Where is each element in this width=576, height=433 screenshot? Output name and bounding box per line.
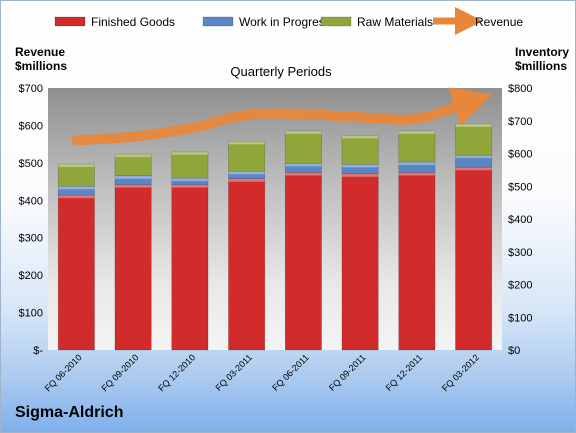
right-axis-ticks: $0 $100 $200 $300 $400 $500 $600 $700 $800 [508,83,532,357]
category-label: FQ 03-2011 [213,352,254,393]
bar-segment-raw-materials [228,141,266,172]
bar-segment-highlight [398,130,436,134]
bar-segment-finished-goods [398,172,436,351]
bar-segment-highlight [341,135,379,139]
bar-segment-highlight [58,163,95,167]
bar-segment-finished-goods [341,173,379,351]
bar-segment-finished-goods [228,178,266,351]
category-label: FQ 12-2011 [384,352,425,393]
right-tick-label: $700 [508,116,532,128]
legend-swatch-finished-goods [54,16,86,27]
bar-segment-highlight [228,141,265,145]
revenue-line-path [71,87,493,146]
bar-segment-raw-materials [341,135,379,165]
chart-subtitle: Quarterly Periods [230,64,332,79]
right-axis-title-line2: $millions [515,59,568,73]
right-axis-title: Inventory $millions [515,45,569,73]
legend-swatch-work-in-progress [202,16,234,27]
right-tick-label: $0 [508,345,520,357]
right-tick-label: $500 [508,181,532,193]
bar-segment-highlight [455,124,492,128]
bar-segment-finished-goods [455,166,493,351]
bar-segment-raw-materials [114,153,152,177]
bar-segment-highlight [341,173,379,177]
left-tick-label: $500 [19,158,43,170]
bar-segment-highlight [228,178,265,182]
bar-segment-highlight [398,162,436,166]
category-label: FQ 09-2010 [100,352,141,393]
bar-segment-highlight [285,172,322,176]
left-axis-title-line1: Revenue [15,45,66,59]
bar-segment-highlight [341,164,379,168]
bar-segment-raw-materials [284,130,322,164]
bar-segment-highlight [285,163,322,167]
legend-label: Revenue [475,15,523,29]
category-labels: FQ 06-2010 FQ 09-2010 FQ 12-2010 FQ 03-2011… [43,352,481,393]
bar-segment-raw-materials [171,151,209,179]
bar-segment-highlight [455,155,492,159]
bar-segment-finished-goods [284,172,322,351]
bar-segment-highlight [228,171,265,175]
revenue-line [71,87,493,146]
right-tick-label: $800 [508,83,532,95]
left-tick-label: $200 [19,270,43,282]
left-tick-label: $100 [19,308,43,320]
bar-segment-highlight [171,151,209,155]
brand-label: Sigma-Aldrich [15,404,124,421]
right-tick-label: $400 [508,214,532,226]
bar-segment-finished-goods [114,184,152,351]
bar-segment-highlight [114,175,152,179]
left-tick-label: $600 [19,120,43,132]
category-label: FQ 09-2011 [327,352,368,393]
right-tick-label: $600 [508,149,532,161]
bar-segment-raw-materials [57,163,95,187]
left-tick-label: $300 [19,233,43,245]
right-axis-title-line1: Inventory [515,45,570,59]
legend-swatch-raw-materials [320,16,352,27]
left-axis-title-line2: $millions [15,59,68,73]
legend: Finished Goods Work in Progress Raw Materi… [54,7,523,35]
bar-segment-highlight [114,184,152,188]
left-axis-title: Revenue $millions [15,45,67,73]
bar-segment-raw-materials [455,123,493,156]
legend-label: Finished Goods [91,15,175,29]
bar-segment-highlight [455,167,492,171]
left-tick-label: $- [33,345,43,357]
legend-label: Work in Progress [239,15,331,29]
bar-segment-highlight [114,154,152,158]
right-tick-label: $200 [508,280,532,292]
category-label: FQ 06-2010 [43,352,84,393]
bar-segment-highlight [398,172,436,176]
right-tick-label: $100 [508,312,532,324]
bar-segment-highlight [285,130,322,134]
bar-segment-highlight [171,178,209,182]
left-tick-label: $400 [19,195,43,207]
bar-segment-finished-goods [171,184,209,351]
left-axis-ticks: $- $100 $200 $300 $400 $500 $600 $700 [19,83,44,357]
right-tick-label: $300 [508,247,532,259]
bars [57,123,493,351]
left-tick-label: $700 [19,83,43,95]
bar-segment-highlight [58,186,95,190]
bar-segment-finished-goods [57,194,95,351]
category-label: FQ 06-2011 [270,352,311,393]
bar-segment-highlight [58,195,95,199]
category-label: FQ 12-2010 [156,352,197,393]
bar-segment-raw-materials [398,130,436,163]
bar-segment-highlight [171,184,209,188]
category-label: FQ 03-2012 [440,352,481,393]
legend-label: Raw Materials [357,15,433,29]
